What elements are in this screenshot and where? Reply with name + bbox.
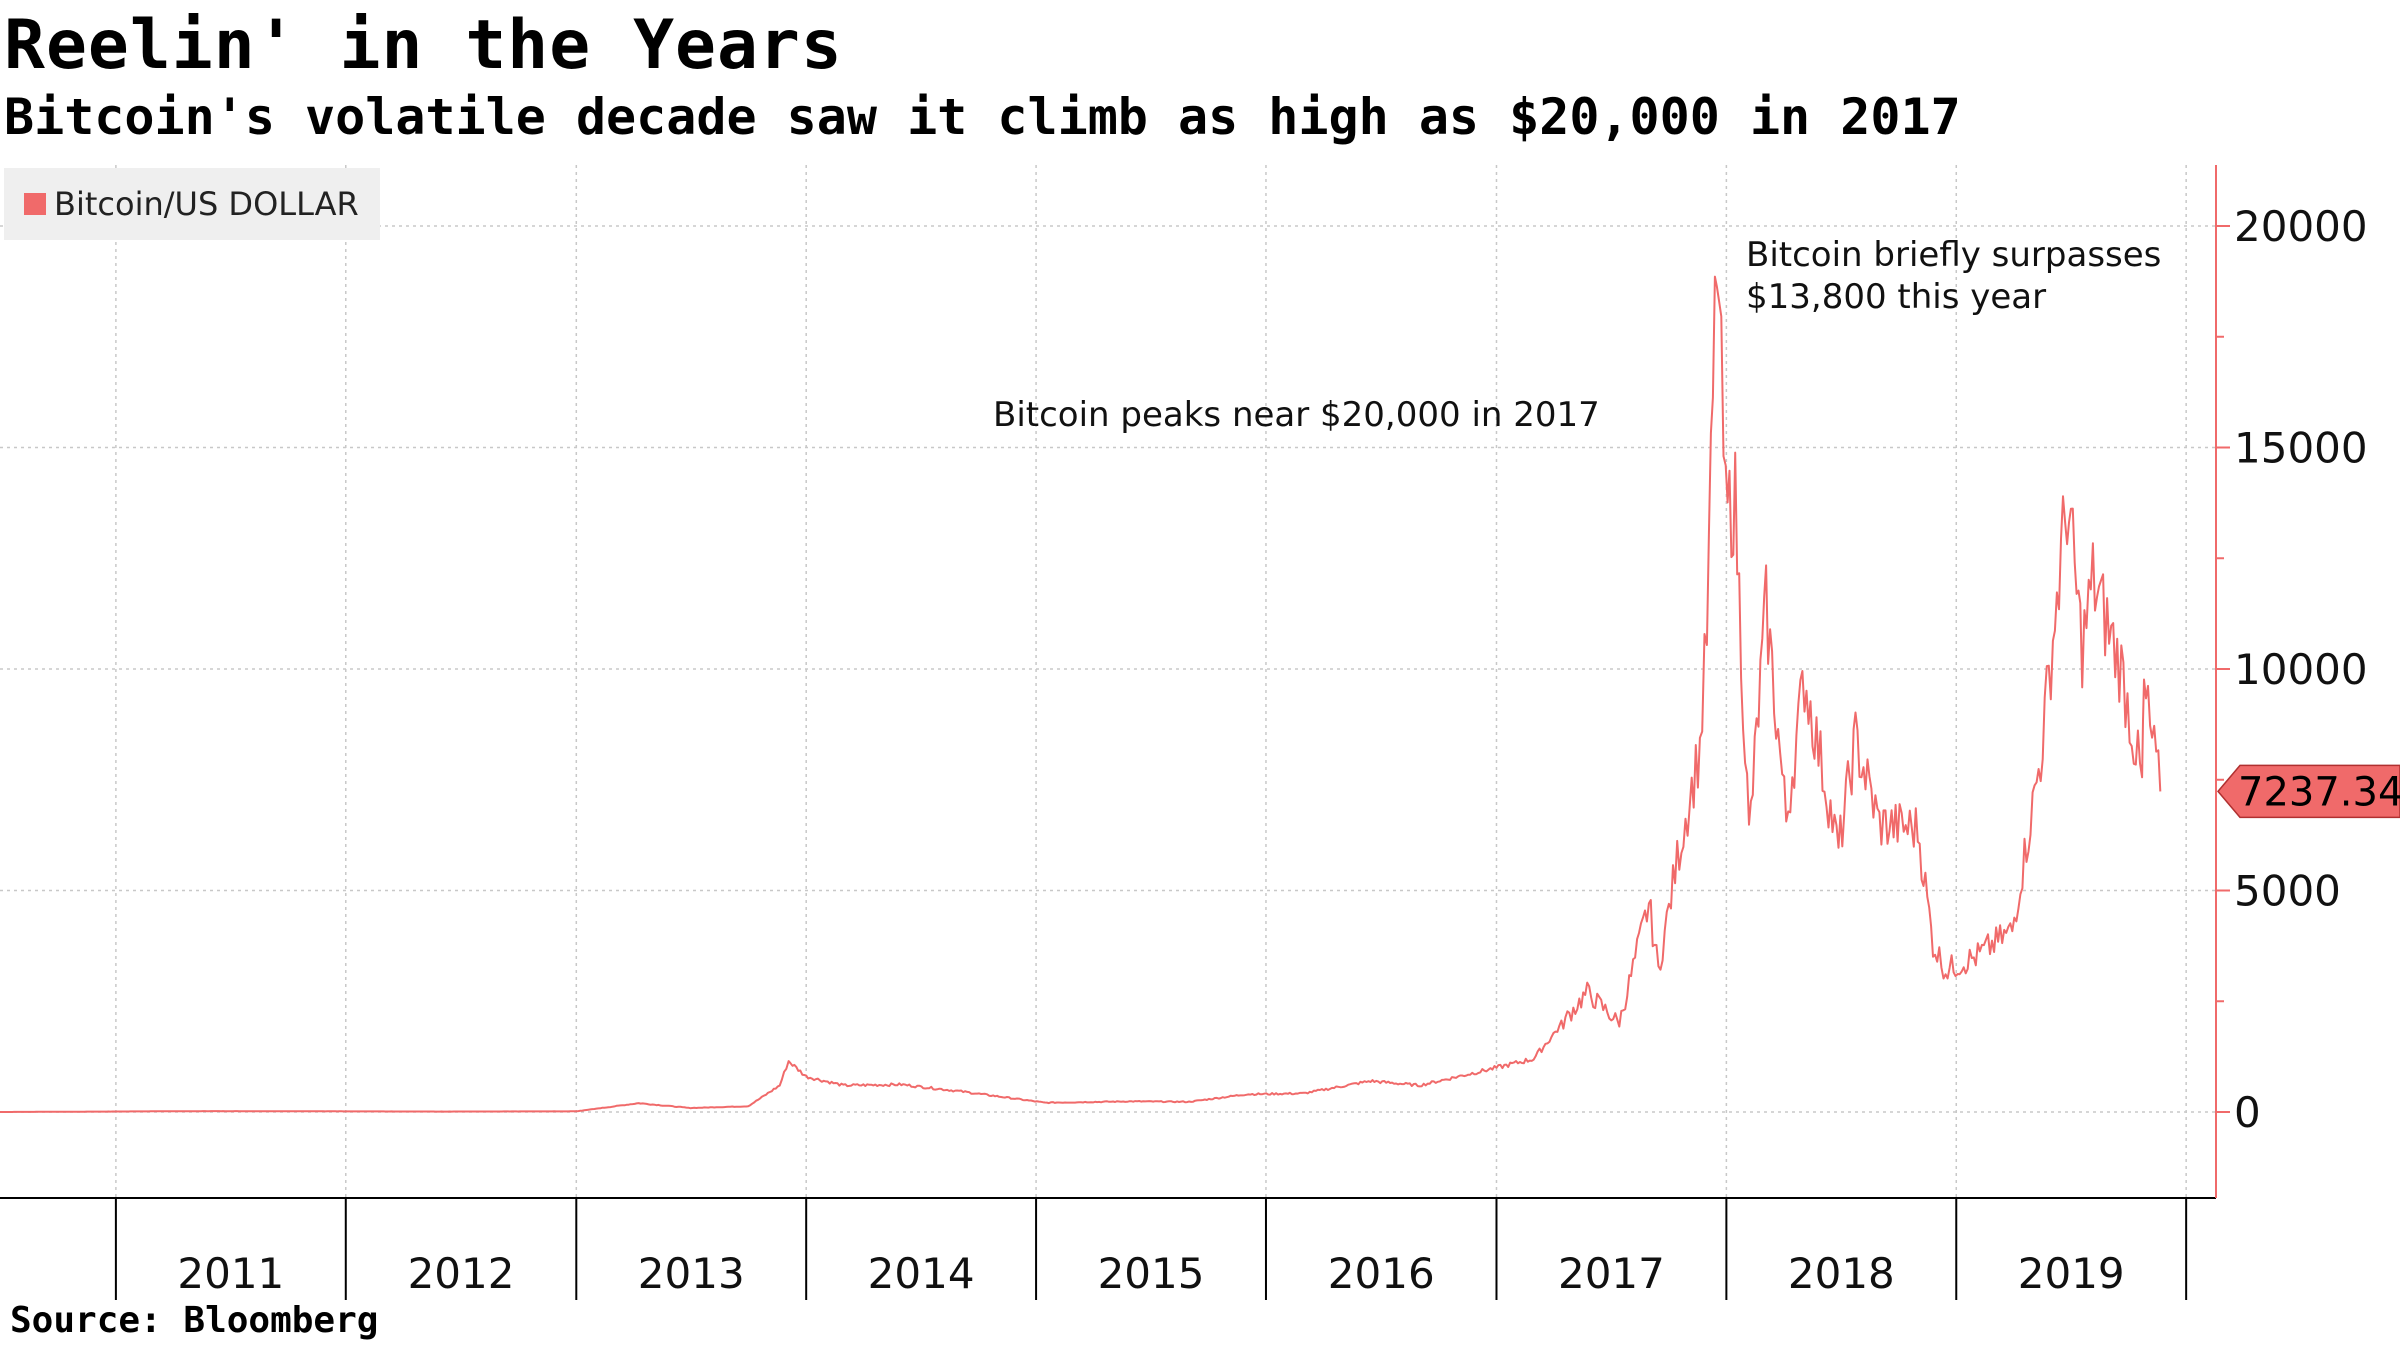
last-value-marker — [2217, 764, 2400, 819]
x-tick-label: 2019 — [2018, 1249, 2125, 1298]
chart-title: Reelin' in the Years — [4, 6, 843, 85]
source-note: Source: Bloomberg — [10, 1300, 379, 1341]
x-tick-label: 2018 — [1788, 1249, 1895, 1298]
y-tick-label: 0 — [2234, 1088, 2261, 1137]
legend: Bitcoin/US DOLLAR — [4, 168, 380, 240]
y-tick-label: 20000 — [2234, 202, 2368, 251]
last-value-tag: 7237.34 — [2217, 764, 2400, 819]
annotation-2019-line1: Bitcoin briefly surpasses — [1746, 235, 2161, 275]
y-tick-label: 15000 — [2234, 424, 2368, 473]
x-tick-label: 2015 — [1098, 1249, 1205, 1298]
x-tick-label: 2014 — [868, 1249, 975, 1298]
x-tick-label: 2017 — [1558, 1249, 1665, 1298]
x-tick-label: 2011 — [177, 1249, 284, 1298]
x-tick-label: 2013 — [638, 1249, 745, 1298]
x-tick-label: 2016 — [1328, 1249, 1435, 1298]
annotations: Bitcoin peaks near $20,000 in 2017 Bitco… — [993, 235, 2161, 435]
y-tick-label: 5000 — [2234, 867, 2341, 916]
y-tick-label: 10000 — [2234, 645, 2368, 694]
legend-label-bitcoin: Bitcoin/US DOLLAR — [54, 185, 359, 223]
legend-swatch — [24, 193, 46, 215]
series-bitcoin — [0, 275, 2162, 1113]
series-line — [0, 275, 2162, 1113]
annotation-peak-2017: Bitcoin peaks near $20,000 in 2017 — [993, 395, 1600, 435]
chart-subtitle: Bitcoin's volatile decade saw it climb a… — [4, 88, 1961, 146]
annotation-2019-line2: $13,800 this year — [1746, 277, 2046, 317]
grid — [0, 165, 2216, 1198]
x-tick-label: 2012 — [408, 1249, 515, 1298]
last-value-label: 7237.34 — [2238, 769, 2400, 815]
y-axis: 0 5000 10000 15000 20000 — [2215, 165, 2368, 1198]
x-axis: 2011 2012 2013 2014 2015 2016 2017 2018 2019 — [0, 1197, 2216, 1300]
